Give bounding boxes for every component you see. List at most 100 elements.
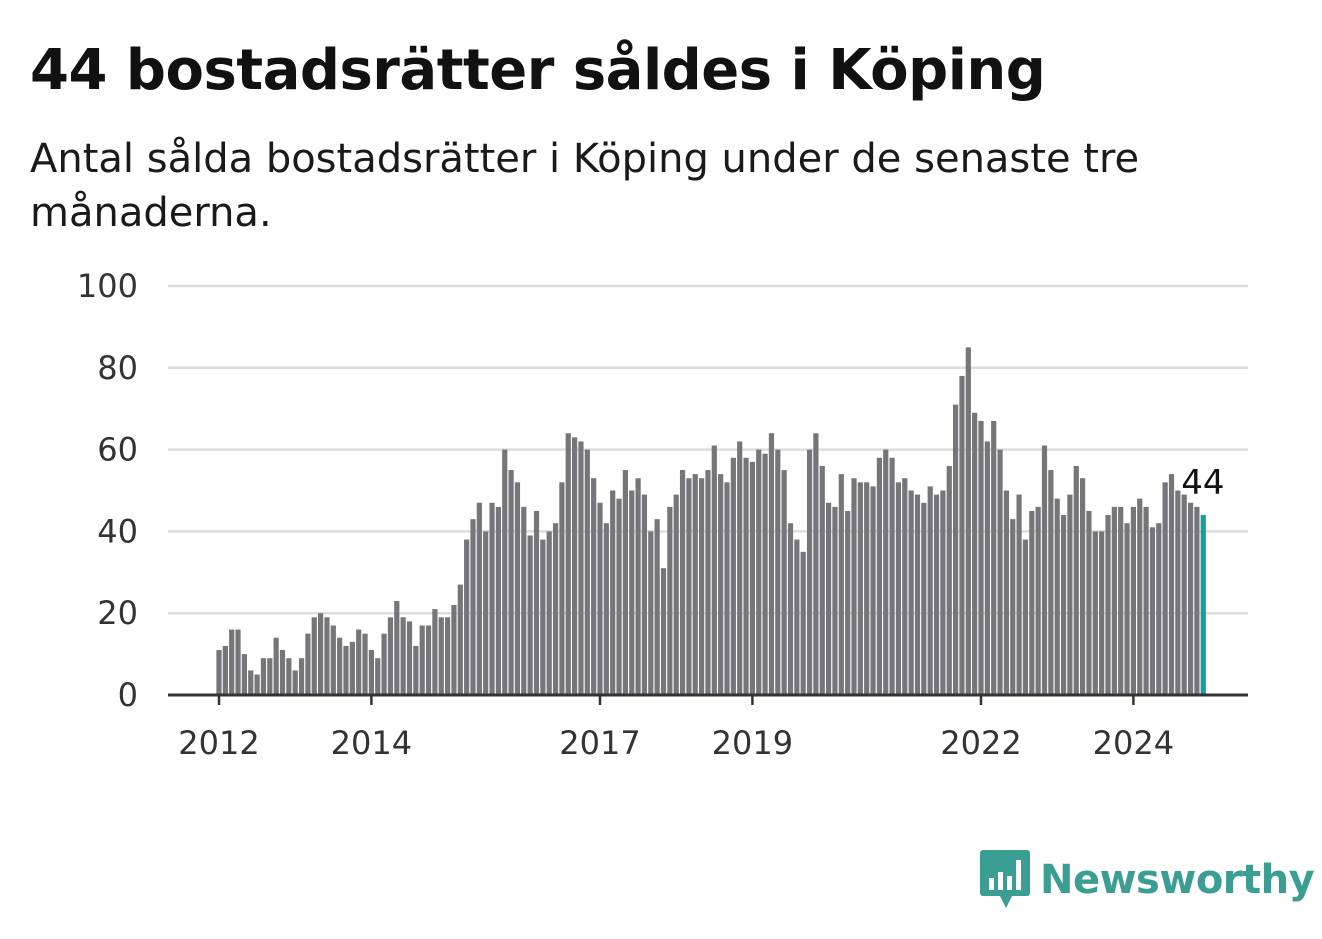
bar — [1149, 527, 1156, 695]
bar — [641, 494, 648, 695]
bar — [921, 502, 927, 695]
bar — [959, 375, 965, 695]
bar — [800, 551, 806, 695]
bar — [718, 474, 724, 695]
bar — [699, 478, 705, 695]
bar — [591, 478, 597, 695]
x-tick-label: 2022 — [940, 724, 1021, 762]
y-tick-label: 60 — [97, 431, 138, 469]
bar — [419, 625, 425, 695]
bar — [1092, 531, 1098, 695]
bar — [502, 449, 508, 695]
bar — [635, 478, 641, 695]
bar — [832, 506, 838, 695]
bar — [1041, 445, 1048, 695]
bar — [267, 658, 273, 695]
bar — [540, 539, 546, 695]
bar — [883, 449, 889, 695]
bar — [286, 658, 292, 695]
bar — [527, 535, 533, 695]
bar — [775, 449, 781, 695]
bar — [1067, 494, 1073, 695]
bar — [660, 568, 667, 695]
bar — [927, 486, 933, 695]
bar — [616, 498, 622, 695]
bar — [216, 650, 222, 695]
bar — [584, 449, 590, 695]
bar — [1003, 490, 1009, 695]
bar — [838, 474, 844, 695]
bar — [318, 613, 324, 695]
bar — [851, 478, 857, 695]
bar — [413, 645, 419, 695]
bar — [648, 531, 654, 695]
bars — [216, 347, 1206, 695]
bar — [965, 347, 971, 695]
bar — [692, 474, 698, 695]
bar — [1048, 470, 1054, 695]
bar — [229, 629, 235, 695]
bar — [406, 621, 413, 695]
bar — [387, 617, 394, 695]
y-tick-label: 100 — [77, 267, 138, 305]
bar — [1022, 539, 1029, 695]
bar — [1143, 506, 1149, 695]
bar — [654, 519, 660, 695]
bar — [724, 482, 730, 695]
x-tick-label: 2019 — [712, 724, 793, 762]
bar — [870, 486, 876, 695]
bar — [330, 625, 336, 695]
bar — [451, 605, 457, 695]
bar — [457, 584, 463, 695]
bar — [787, 523, 794, 695]
bar — [806, 449, 813, 695]
bar — [845, 510, 851, 695]
bar — [908, 490, 914, 695]
chart-title: 44 bostadsrätter såldes i Köping — [30, 38, 1046, 103]
bar — [273, 637, 279, 695]
bar — [857, 482, 863, 695]
bar — [464, 539, 470, 695]
bar — [667, 506, 673, 695]
bar — [394, 600, 400, 695]
bar — [902, 478, 908, 695]
bar — [953, 404, 959, 695]
bar — [1086, 510, 1092, 695]
bar — [1124, 523, 1130, 695]
x-tick-label: 2012 — [178, 724, 259, 762]
bar — [222, 645, 228, 695]
bar — [254, 674, 260, 695]
y-tick-label: 40 — [97, 512, 138, 550]
bar — [1156, 523, 1162, 695]
bar — [743, 457, 749, 695]
bar — [711, 445, 717, 695]
bar — [819, 465, 825, 695]
bar — [794, 539, 800, 695]
bar — [495, 506, 501, 695]
bar — [311, 617, 317, 695]
bar — [514, 482, 521, 695]
bar — [381, 633, 387, 695]
bar — [508, 470, 514, 695]
bar-highlight — [1200, 515, 1206, 695]
bar — [572, 437, 578, 695]
brand-name: Newsworthy — [1040, 857, 1315, 903]
bar — [914, 494, 921, 695]
bar — [997, 449, 1003, 695]
bar — [629, 490, 635, 695]
bar — [1162, 482, 1168, 695]
bar — [578, 441, 584, 695]
bar — [546, 531, 552, 695]
bar — [895, 482, 902, 695]
bar — [305, 633, 311, 695]
bar — [362, 633, 368, 695]
bar — [248, 670, 254, 695]
bar — [1118, 506, 1124, 695]
bar-chart-speech-bubble-icon — [980, 850, 1030, 908]
end-value-label: 44 — [1181, 463, 1224, 503]
bar — [432, 609, 438, 695]
bar — [438, 617, 444, 695]
bar — [756, 449, 762, 695]
bar — [826, 502, 832, 695]
